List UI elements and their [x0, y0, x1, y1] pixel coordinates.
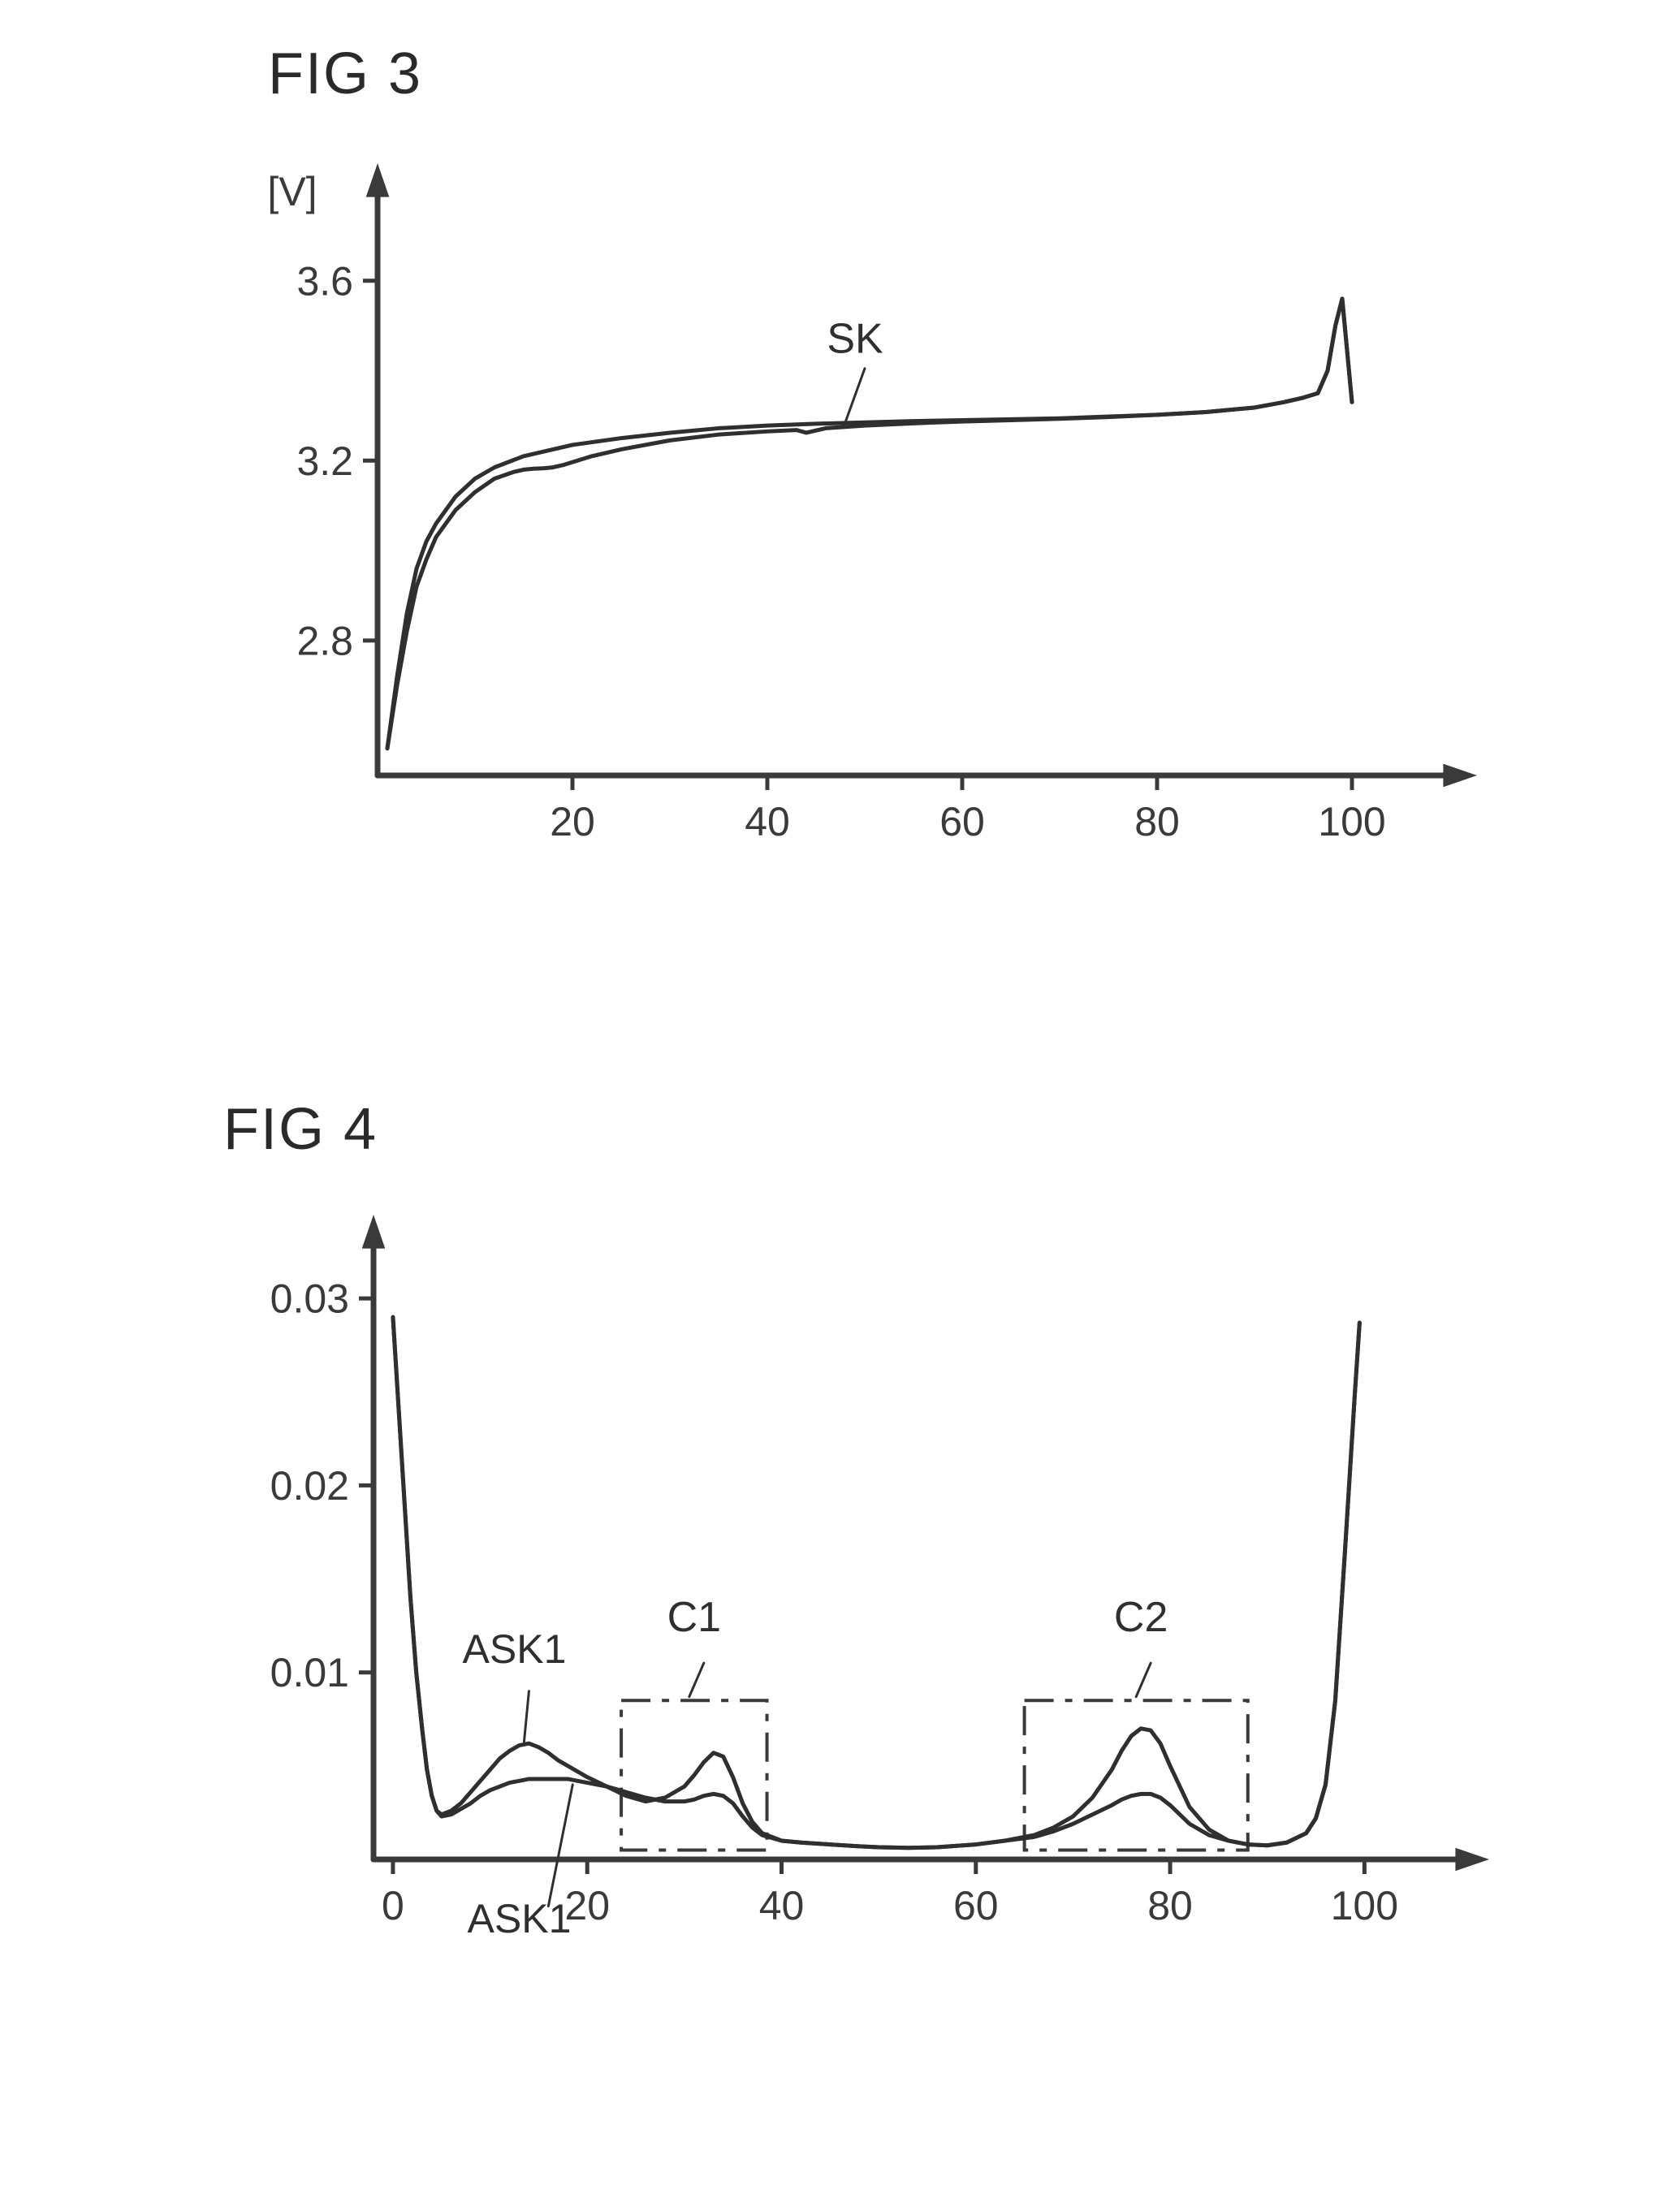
x-tick-label: 0: [382, 1883, 404, 1928]
x-tick-label: 60: [953, 1883, 999, 1928]
y-tick-label: 2.8: [296, 618, 353, 663]
x-tick-label: 40: [745, 799, 790, 844]
series-ASK-b: [393, 1317, 1359, 1848]
leader-C2: [1136, 1663, 1151, 1696]
annotation-SK: SK: [827, 315, 883, 362]
leader-SK: [845, 369, 865, 422]
x-tick-label: 20: [564, 1883, 610, 1928]
series-SK-lower: [387, 299, 1352, 749]
annotation-ASK1-upper: ASK1: [463, 1626, 567, 1672]
leader-C1: [689, 1663, 704, 1696]
fig4-chart: 0 20 40 60 80 100 0.01 0.02 0.03 C1 C2 ASK1 ASK1: [187, 1194, 1502, 1989]
y-tick-label: 0.02: [270, 1463, 349, 1509]
x-tick-label: 20: [550, 799, 595, 844]
y-tick-label: 3.6: [296, 258, 353, 304]
y-tick-label: 0.01: [270, 1650, 349, 1695]
y-tick-label: 3.2: [296, 438, 353, 484]
fig3-chart: 20 40 60 80 100 2.8 3.2 3.6 [V] SK: [211, 142, 1486, 881]
x-tick-label: 100: [1318, 799, 1385, 844]
annotation-ASK1-lower: ASK1: [468, 1896, 572, 1941]
series-ASK-a: [393, 1317, 1359, 1848]
x-tick-label: 60: [939, 799, 985, 844]
x-tick-label: 100: [1331, 1883, 1398, 1928]
fig3-title: FIG 3: [268, 41, 422, 107]
x-tick-label: 80: [1134, 799, 1180, 844]
annotation-C1: C1: [667, 1594, 721, 1641]
leader-ASK1-upper: [524, 1691, 529, 1742]
annotation-C2: C2: [1114, 1594, 1168, 1641]
y-axis-unit: [V]: [267, 169, 317, 214]
series-SK-upper: [387, 299, 1352, 749]
fig4-title: FIG 4: [223, 1096, 378, 1163]
x-tick-label: 40: [759, 1883, 805, 1928]
y-tick-label: 0.03: [270, 1276, 349, 1322]
x-tick-label: 80: [1147, 1883, 1193, 1928]
